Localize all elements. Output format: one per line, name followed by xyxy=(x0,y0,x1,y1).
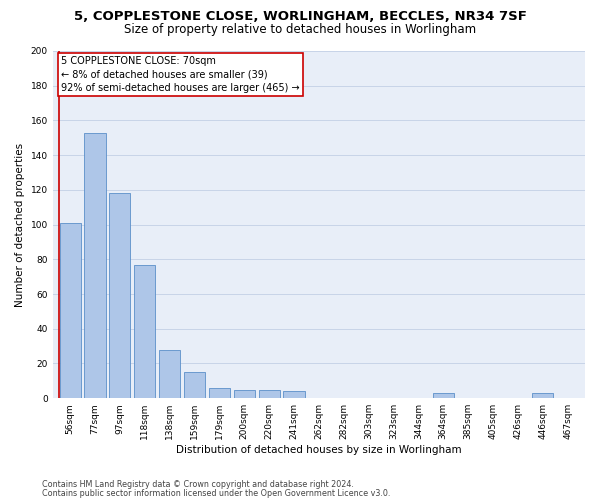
Bar xyxy=(283,392,305,398)
Bar xyxy=(59,223,80,398)
X-axis label: Distribution of detached houses by size in Worlingham: Distribution of detached houses by size … xyxy=(176,445,461,455)
Bar xyxy=(159,350,180,398)
Bar xyxy=(532,393,553,398)
Text: 5 COPPLESTONE CLOSE: 70sqm
← 8% of detached houses are smaller (39)
92% of semi-: 5 COPPLESTONE CLOSE: 70sqm ← 8% of detac… xyxy=(61,56,300,92)
Bar xyxy=(259,390,280,398)
Text: Contains HM Land Registry data © Crown copyright and database right 2024.: Contains HM Land Registry data © Crown c… xyxy=(42,480,354,489)
Y-axis label: Number of detached properties: Number of detached properties xyxy=(15,142,25,306)
Bar xyxy=(134,264,155,398)
Text: Size of property relative to detached houses in Worlingham: Size of property relative to detached ho… xyxy=(124,22,476,36)
Bar xyxy=(233,390,255,398)
Bar xyxy=(184,372,205,398)
Text: Contains public sector information licensed under the Open Government Licence v3: Contains public sector information licen… xyxy=(42,488,391,498)
Bar xyxy=(109,194,130,398)
Bar xyxy=(209,388,230,398)
Text: 5, COPPLESTONE CLOSE, WORLINGHAM, BECCLES, NR34 7SF: 5, COPPLESTONE CLOSE, WORLINGHAM, BECCLE… xyxy=(74,10,526,23)
Bar xyxy=(433,393,454,398)
Bar xyxy=(85,132,106,398)
